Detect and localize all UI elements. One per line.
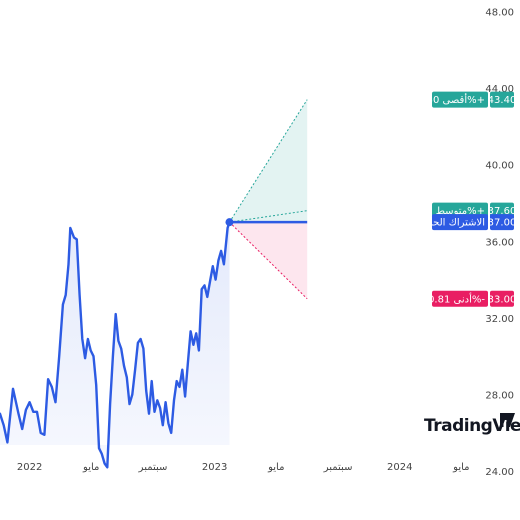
x-tick-label: 2022 — [17, 462, 42, 473]
forecast-zones — [229, 99, 308, 300]
y-tick-label: 40.00 — [485, 161, 514, 172]
y-axis: 24.00 28.00 32.00 36.00 40.00 44.00 48.00 — [485, 7, 514, 478]
price-series-line — [0, 221, 231, 469]
y-tick-label: 36.00 — [485, 237, 514, 248]
tradingview-logo[interactable]: TradingView — [424, 413, 520, 436]
current-price-price: 37.00 — [488, 218, 517, 229]
x-tick-label: 2023 — [202, 462, 227, 473]
y-tick-label: 48.00 — [485, 7, 514, 18]
current-price-label-box — [432, 214, 488, 231]
y-tick-label: 32.00 — [485, 314, 514, 325]
y-tick-label: 24.00 — [485, 467, 514, 478]
low-target-label-box — [432, 290, 488, 307]
tradingview-mark-icon — [500, 413, 515, 427]
price-line — [0, 218, 234, 469]
x-tick-label: سبتمبر — [138, 462, 168, 473]
low-target-price-box — [490, 290, 514, 307]
average-target-price: 37.60 — [488, 206, 517, 217]
x-tick-label: مايو — [452, 462, 469, 473]
high-target-label: أقصى 17.30%+ — [411, 93, 485, 106]
high-target-label-box — [432, 91, 488, 108]
current-price-price-box — [490, 214, 514, 231]
x-tick-label: مايو — [267, 462, 284, 473]
high-target-price: 43.40 — [488, 95, 517, 106]
high-target-line — [229, 99, 308, 223]
current-price-label: الاشتراك الحالي — [419, 218, 485, 229]
average-target-label: متوسط 1.62%+ — [410, 206, 485, 217]
forecast-tags: أقصى 17.30%+ 43.40 متوسط 1.62%+ 37.60الاشتر… — [410, 91, 517, 307]
last-price-dot — [225, 218, 234, 227]
x-axis: 2022 مايو سبتمبر 2023 مايو سبتمبر 2024 مايو — [17, 462, 470, 473]
average-target-line — [229, 210, 308, 223]
y-tick-label: 28.00 — [485, 391, 514, 402]
y-tick-label: 44.00 — [485, 84, 514, 95]
high-target-price-box — [490, 91, 514, 108]
tradingview-wordmark: TradingView — [424, 416, 520, 436]
low-target-label: أدنى 10.81%- — [422, 292, 486, 305]
x-tick-label: مايو — [82, 462, 99, 473]
x-tick-label: سبتمبر — [323, 462, 353, 473]
x-tick-label: 2024 — [387, 462, 412, 473]
low-target-price: 33.00 — [488, 294, 517, 305]
